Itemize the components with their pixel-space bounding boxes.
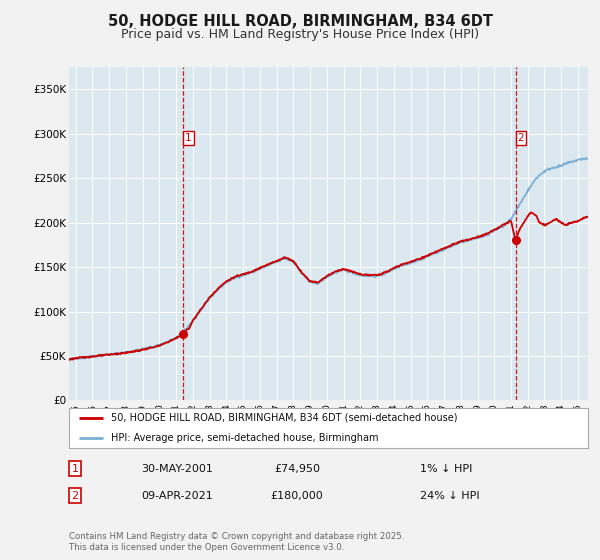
- Text: 1: 1: [185, 133, 191, 143]
- Text: 2: 2: [71, 491, 79, 501]
- Text: Contains HM Land Registry data © Crown copyright and database right 2025.
This d: Contains HM Land Registry data © Crown c…: [69, 532, 404, 552]
- Text: 30-MAY-2001: 30-MAY-2001: [141, 464, 213, 474]
- Text: 2: 2: [518, 133, 524, 143]
- Text: 24% ↓ HPI: 24% ↓ HPI: [420, 491, 479, 501]
- Text: HPI: Average price, semi-detached house, Birmingham: HPI: Average price, semi-detached house,…: [110, 433, 378, 443]
- Text: 1: 1: [71, 464, 79, 474]
- Text: 09-APR-2021: 09-APR-2021: [141, 491, 213, 501]
- Text: £180,000: £180,000: [271, 491, 323, 501]
- Text: £74,950: £74,950: [274, 464, 320, 474]
- Text: 50, HODGE HILL ROAD, BIRMINGHAM, B34 6DT: 50, HODGE HILL ROAD, BIRMINGHAM, B34 6DT: [107, 14, 493, 29]
- Text: 1% ↓ HPI: 1% ↓ HPI: [420, 464, 472, 474]
- Text: Price paid vs. HM Land Registry's House Price Index (HPI): Price paid vs. HM Land Registry's House …: [121, 28, 479, 41]
- Text: 50, HODGE HILL ROAD, BIRMINGHAM, B34 6DT (semi-detached house): 50, HODGE HILL ROAD, BIRMINGHAM, B34 6DT…: [110, 413, 457, 423]
